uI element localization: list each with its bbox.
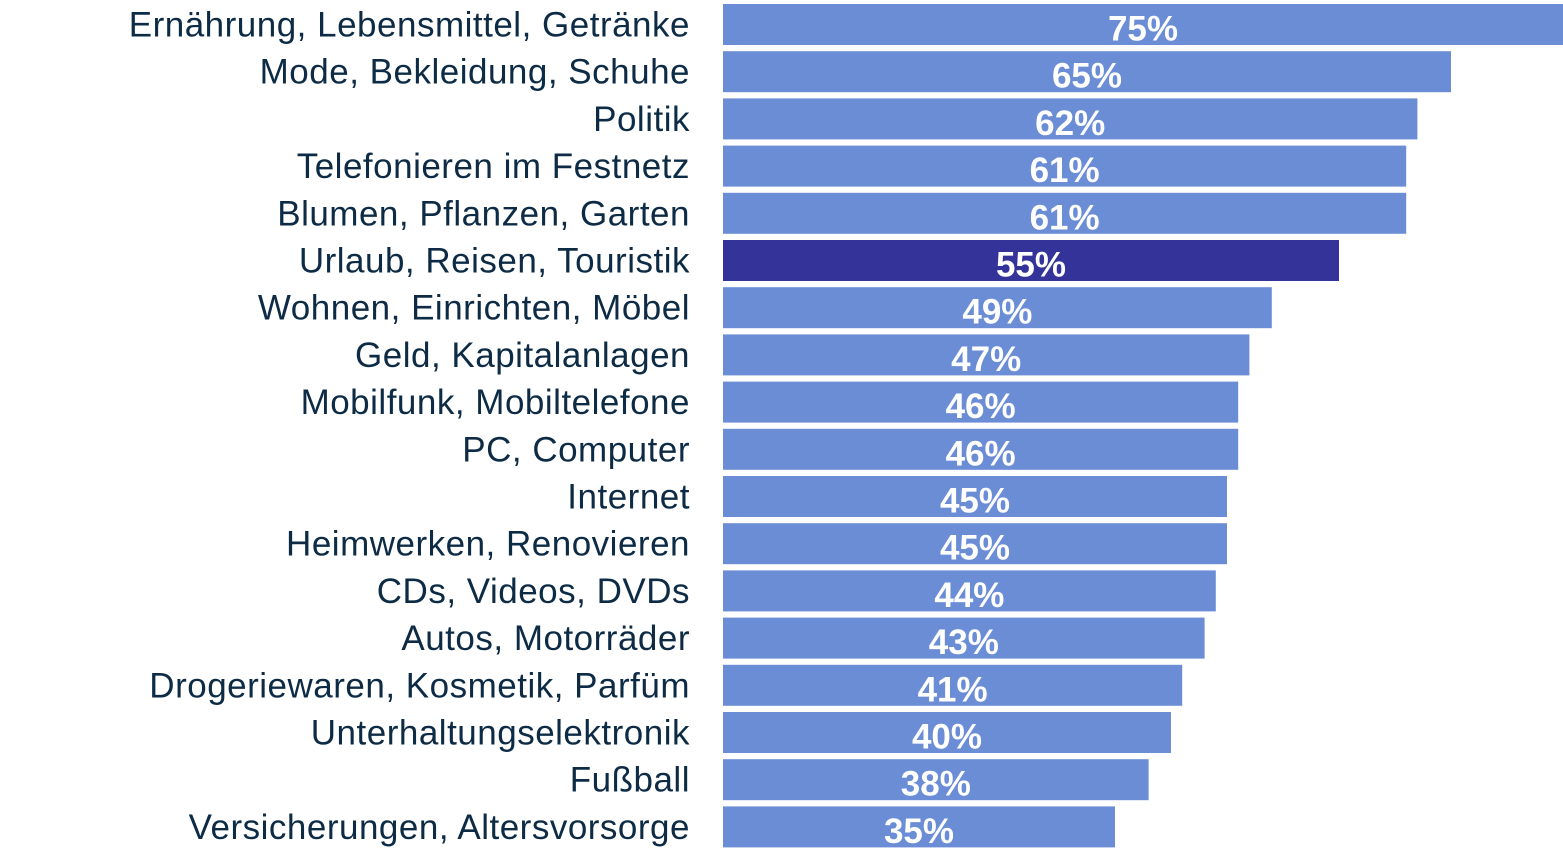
category-label: Politik xyxy=(593,100,690,139)
bar xyxy=(723,51,1451,93)
value-label: 55% xyxy=(996,246,1066,285)
bar xyxy=(723,192,1407,234)
bar xyxy=(723,806,1115,848)
category-label: Drogeriewaren, Kosmetik, Parfüm xyxy=(149,666,690,705)
value-label: 38% xyxy=(901,765,971,804)
bar xyxy=(723,334,1250,376)
bar xyxy=(723,570,1216,612)
category-label: Wohnen, Einrichten, Möbel xyxy=(258,289,690,328)
category-label: Ernährung, Lebensmittel, Getränke xyxy=(129,6,690,45)
category-label: Mobilfunk, Mobiltelefone xyxy=(301,383,690,422)
bar xyxy=(723,287,1272,329)
category-label: Telefonieren im Festnetz xyxy=(297,147,690,186)
bar xyxy=(723,664,1183,706)
value-label: 65% xyxy=(1052,57,1122,96)
bar xyxy=(723,381,1239,423)
bar xyxy=(723,240,1339,281)
value-label: 49% xyxy=(962,293,1032,332)
value-label: 62% xyxy=(1035,104,1105,143)
value-label: 44% xyxy=(934,576,1004,615)
value-label: 46% xyxy=(946,387,1016,426)
category-label: PC, Computer xyxy=(462,430,690,469)
category-label: Autos, Motorräder xyxy=(401,619,690,658)
bar xyxy=(723,476,1227,517)
category-label: CDs, Videos, DVDs xyxy=(377,572,690,611)
value-label: 61% xyxy=(1030,151,1100,190)
value-label: 46% xyxy=(946,434,1016,473)
value-label: 41% xyxy=(918,670,988,709)
value-label: 43% xyxy=(929,623,999,662)
value-label: 61% xyxy=(1030,198,1100,237)
bar xyxy=(723,4,1563,45)
category-label: Heimwerken, Renovieren xyxy=(286,525,690,564)
category-label: Fußball xyxy=(570,761,690,800)
category-label: Unterhaltungselektronik xyxy=(311,714,690,753)
category-label: Mode, Bekleidung, Schuhe xyxy=(260,53,690,92)
bar xyxy=(723,617,1205,659)
bar xyxy=(723,428,1239,470)
category-label: Geld, Kapitalanlagen xyxy=(355,336,690,375)
bar xyxy=(723,98,1418,140)
category-label: Blumen, Pflanzen, Garten xyxy=(277,194,690,233)
value-label: 40% xyxy=(912,718,982,757)
bar xyxy=(723,759,1149,801)
bar xyxy=(723,523,1227,565)
category-label: Urlaub, Reisen, Touristik xyxy=(299,242,690,281)
bar xyxy=(723,145,1407,187)
value-label: 47% xyxy=(951,340,1021,379)
value-label: 35% xyxy=(884,812,954,851)
category-label: Internet xyxy=(567,478,690,517)
value-label: 75% xyxy=(1108,10,1178,49)
category-label: Versicherungen, Altersvorsorge xyxy=(189,808,690,847)
bar xyxy=(723,712,1171,753)
value-label: 45% xyxy=(940,529,1010,568)
value-label: 45% xyxy=(940,482,1010,521)
